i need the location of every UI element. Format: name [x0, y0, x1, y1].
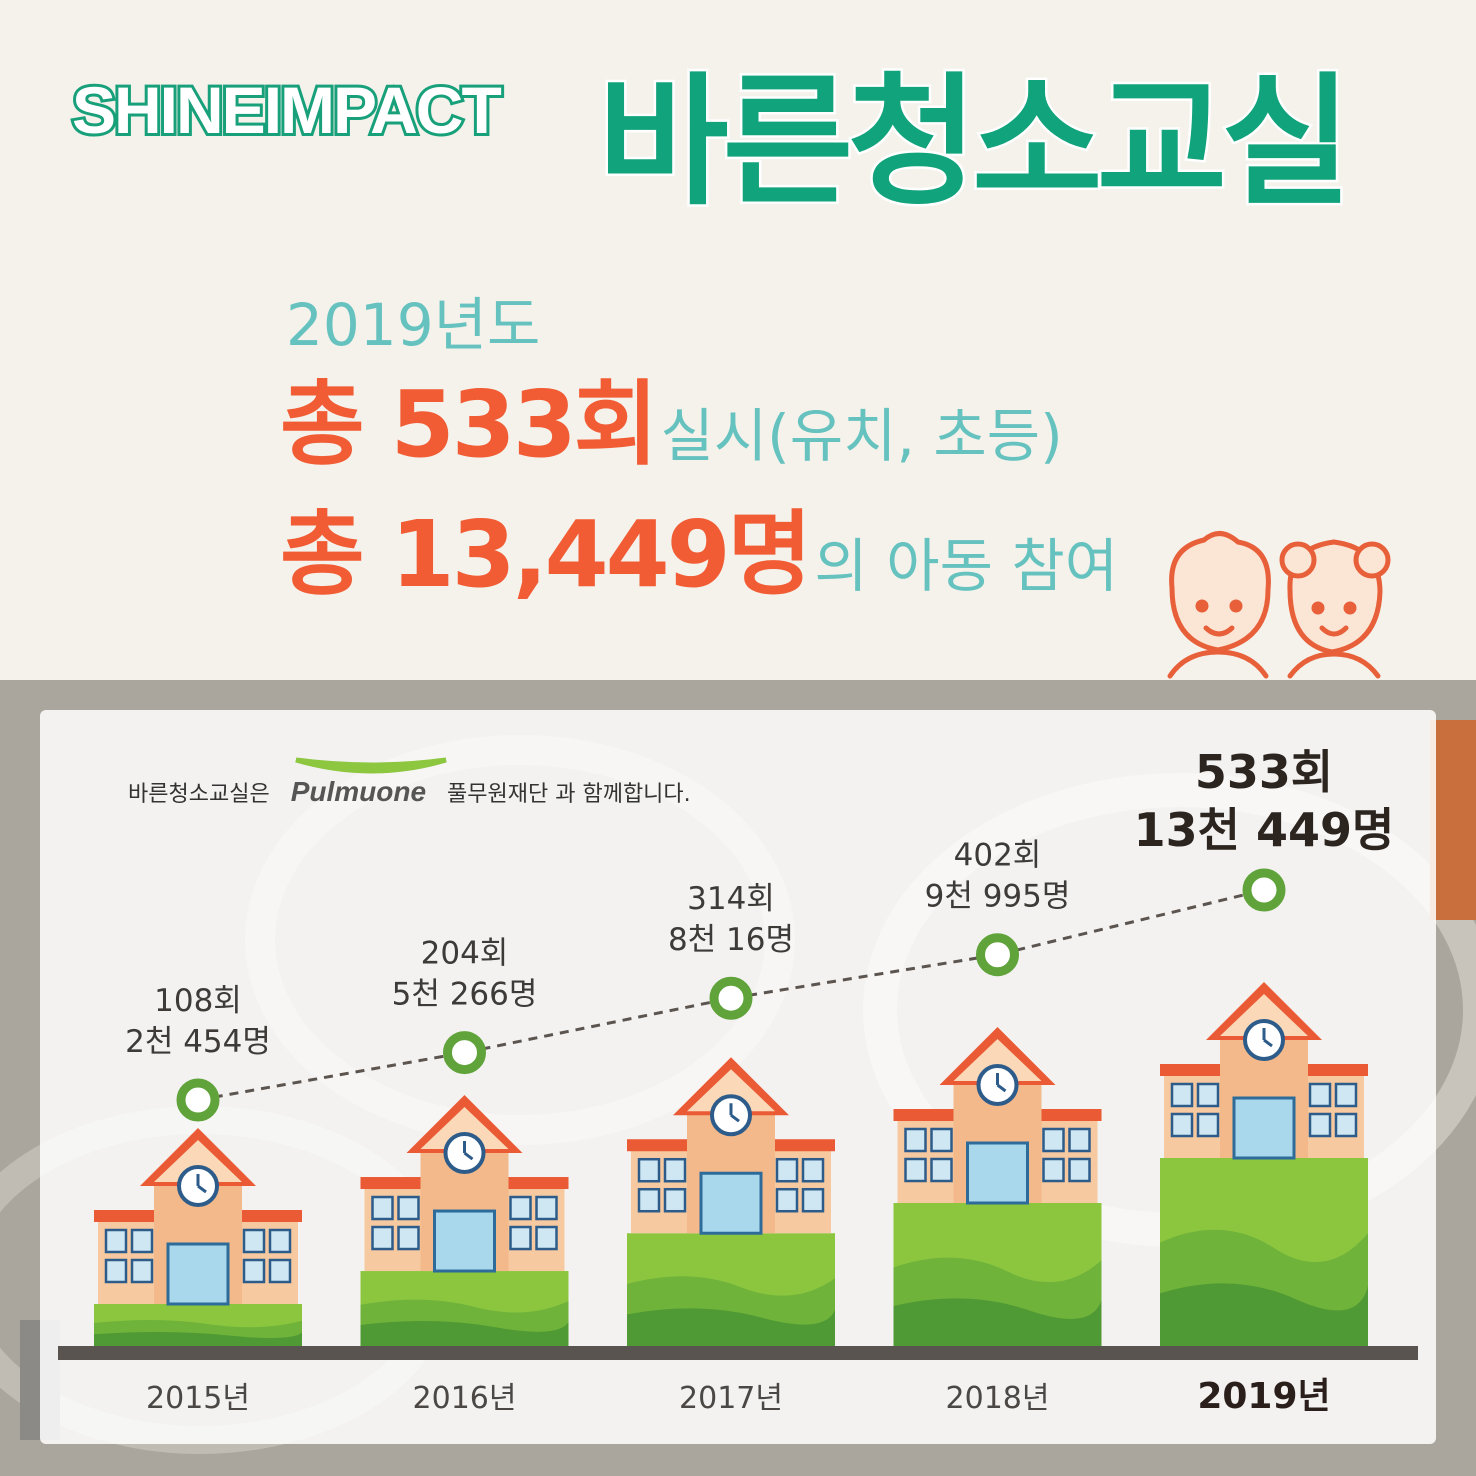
data-label-participants: 2천 454명 — [125, 1024, 271, 1060]
girl-face-icon — [1279, 539, 1391, 679]
summary-sessions: 총 533회 실시(유치, 초등) — [280, 350, 1063, 483]
header-area: SHINEIMPACT 바른청소교실 2019년도 총 533회 실시(유치, … — [0, 0, 1476, 680]
partner-prefix: 바른청소교실은 — [128, 782, 270, 807]
school-building-icon — [94, 1128, 302, 1306]
x-tick-label: 2016년 — [413, 1381, 517, 1416]
x-tick-label: 2015년 — [146, 1381, 250, 1416]
data-label-participants: 13천 449명 — [1134, 803, 1395, 857]
data-label-participants: 8천 16명 — [668, 922, 794, 958]
hill-bar — [360, 1271, 569, 1346]
summary-sessions-total: 총 533회 — [280, 371, 658, 478]
data-label-participants: 5천 266명 — [392, 977, 538, 1013]
data-point — [976, 933, 1019, 977]
school-building-icon — [360, 1095, 569, 1273]
data-label-sessions: 314회 — [687, 881, 775, 917]
school-building-icon — [627, 1057, 835, 1235]
children-illustration — [1167, 531, 1391, 679]
data-label-sessions: 108회 — [154, 983, 242, 1019]
x-tick-label: 2019년 — [1197, 1376, 1330, 1417]
data-label-sessions: 402회 — [954, 838, 1042, 874]
pulmuone-logo: Pulmuone — [290, 776, 427, 807]
summary-sessions-note: 실시(유치, 초등) — [660, 402, 1063, 470]
x-tick-label: 2017년 — [679, 1381, 783, 1416]
hill-bar — [627, 1233, 835, 1346]
data-label-sessions: 204회 — [421, 936, 509, 972]
trend-line — [197, 888, 1265, 1102]
boy-face-icon — [1167, 531, 1271, 679]
school-building-icon — [893, 1027, 1102, 1205]
partner-suffix: 풀무원재단 과 함께합니다. — [447, 782, 691, 807]
hill-bar — [1160, 1158, 1368, 1346]
summary-participants-total: 총 13,449명 — [280, 501, 812, 608]
partner-note: 바른청소교실은 Pulmuone 풀무원재단 과 함께합니다. — [128, 776, 691, 808]
x-tick-label: 2018년 — [946, 1381, 1050, 1416]
brand-title: SHINEIMPACT — [69, 70, 505, 150]
summary-participants: 총 13,449명 의 아동 참여 — [280, 480, 1118, 613]
data-point — [1242, 868, 1286, 912]
summary-year: 2019년도 — [286, 291, 541, 359]
chart-baseline — [58, 1346, 1418, 1360]
school-building-icon — [1160, 982, 1368, 1160]
hill-bar — [94, 1304, 302, 1346]
program-title: 바른청소교실 — [596, 58, 1355, 228]
data-point — [443, 1031, 486, 1075]
data-point — [176, 1078, 220, 1122]
data-point — [709, 976, 753, 1020]
data-label-sessions: 533회 — [1195, 745, 1333, 799]
data-label-participants: 9천 995명 — [925, 879, 1071, 915]
hill-bar — [893, 1203, 1102, 1346]
summary-participants-note: 의 아동 참여 — [814, 532, 1119, 600]
